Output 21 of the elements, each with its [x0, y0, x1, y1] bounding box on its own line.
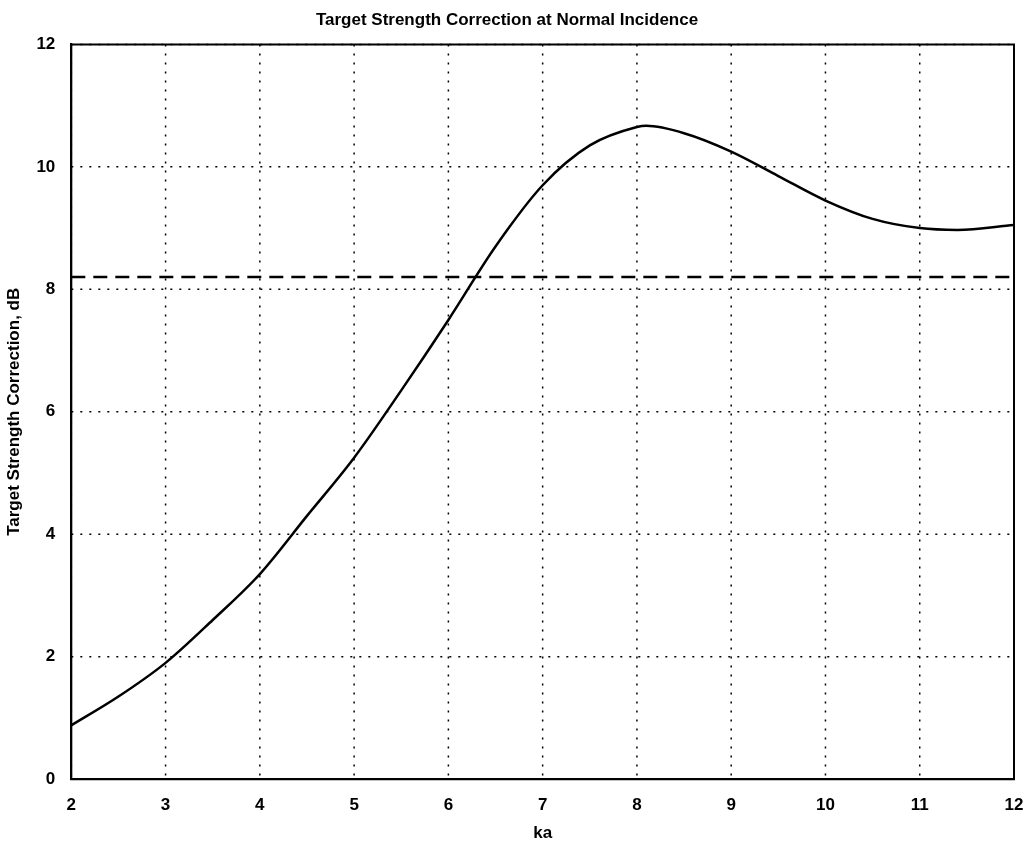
chart-title: Target Strength Correction at Normal Incidence [315, 9, 699, 29]
x-tick-label: 8 [632, 795, 642, 815]
x-tick-label: 3 [160, 795, 171, 815]
y-tick-label: 0 [45, 768, 56, 788]
x-tick-label: 2 [66, 795, 77, 815]
x-tick-label: 7 [537, 795, 548, 815]
x-tick-label: 5 [349, 795, 359, 815]
y-tick-label: 6 [45, 401, 56, 421]
x-tick-label: 10 [816, 795, 835, 815]
y-tick-label: 8 [45, 279, 56, 299]
y-axis-title: Target Strength Correction, dB [3, 287, 23, 536]
x-tick-label: 9 [726, 795, 736, 815]
x-tick-label: 11 [910, 795, 929, 815]
x-tick-label: 12 [1004, 795, 1024, 815]
y-tick-label: 10 [36, 156, 56, 176]
x-axis-title: ka [533, 823, 553, 843]
y-tick-label: 12 [36, 34, 56, 54]
y-tick-label: 2 [45, 646, 56, 666]
x-tick-label: 4 [255, 795, 266, 815]
x-tick-label: 6 [443, 795, 454, 815]
y-tick-label: 4 [45, 523, 56, 543]
